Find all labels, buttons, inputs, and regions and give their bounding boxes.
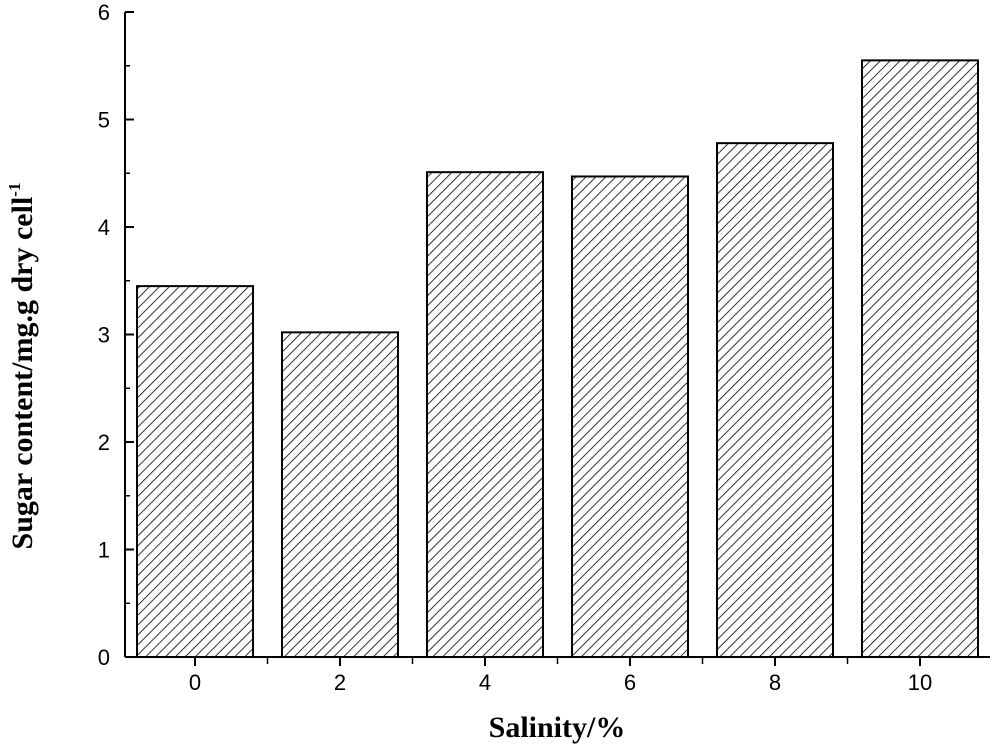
bar-4 xyxy=(426,171,544,659)
bar-2 xyxy=(281,331,399,658)
x-tick-label-2: 2 xyxy=(334,670,346,695)
x-tick-label-10: 10 xyxy=(908,670,932,695)
y-axis-title: Sugar content/mg.g dry cell-1 xyxy=(5,183,39,550)
y-tick-label-4: 4 xyxy=(98,215,110,240)
y-ticks-group: 0 1 2 3 4 5 6 xyxy=(98,0,134,670)
x-tick-label-0: 0 xyxy=(189,670,201,695)
x-tick-label-4: 4 xyxy=(479,670,491,695)
y-tick-label-5: 5 xyxy=(98,108,110,133)
y-tick-label-2: 2 xyxy=(98,430,110,455)
x-tick-label-6: 6 xyxy=(624,670,636,695)
bar-10 xyxy=(861,59,979,658)
y-axis-title-main: Sugar content/mg.g dry cell xyxy=(6,197,39,550)
y-tick-label-0: 0 xyxy=(98,645,110,670)
y-tick-label-1: 1 xyxy=(98,538,110,563)
y-axis-title-superscript: -1 xyxy=(5,183,24,197)
y-tick-label-3: 3 xyxy=(98,323,110,348)
bar-8 xyxy=(716,142,834,658)
bar-0 xyxy=(136,285,254,658)
x-ticks-group: 0 2 4 6 8 10 xyxy=(189,657,932,695)
bars-group xyxy=(136,59,979,659)
y-tick-label-6: 6 xyxy=(98,0,110,25)
axes-group xyxy=(124,12,990,658)
x-tick-label-8: 8 xyxy=(769,670,781,695)
bar-6 xyxy=(571,175,689,658)
x-axis-title: Salinity/% xyxy=(489,711,626,744)
